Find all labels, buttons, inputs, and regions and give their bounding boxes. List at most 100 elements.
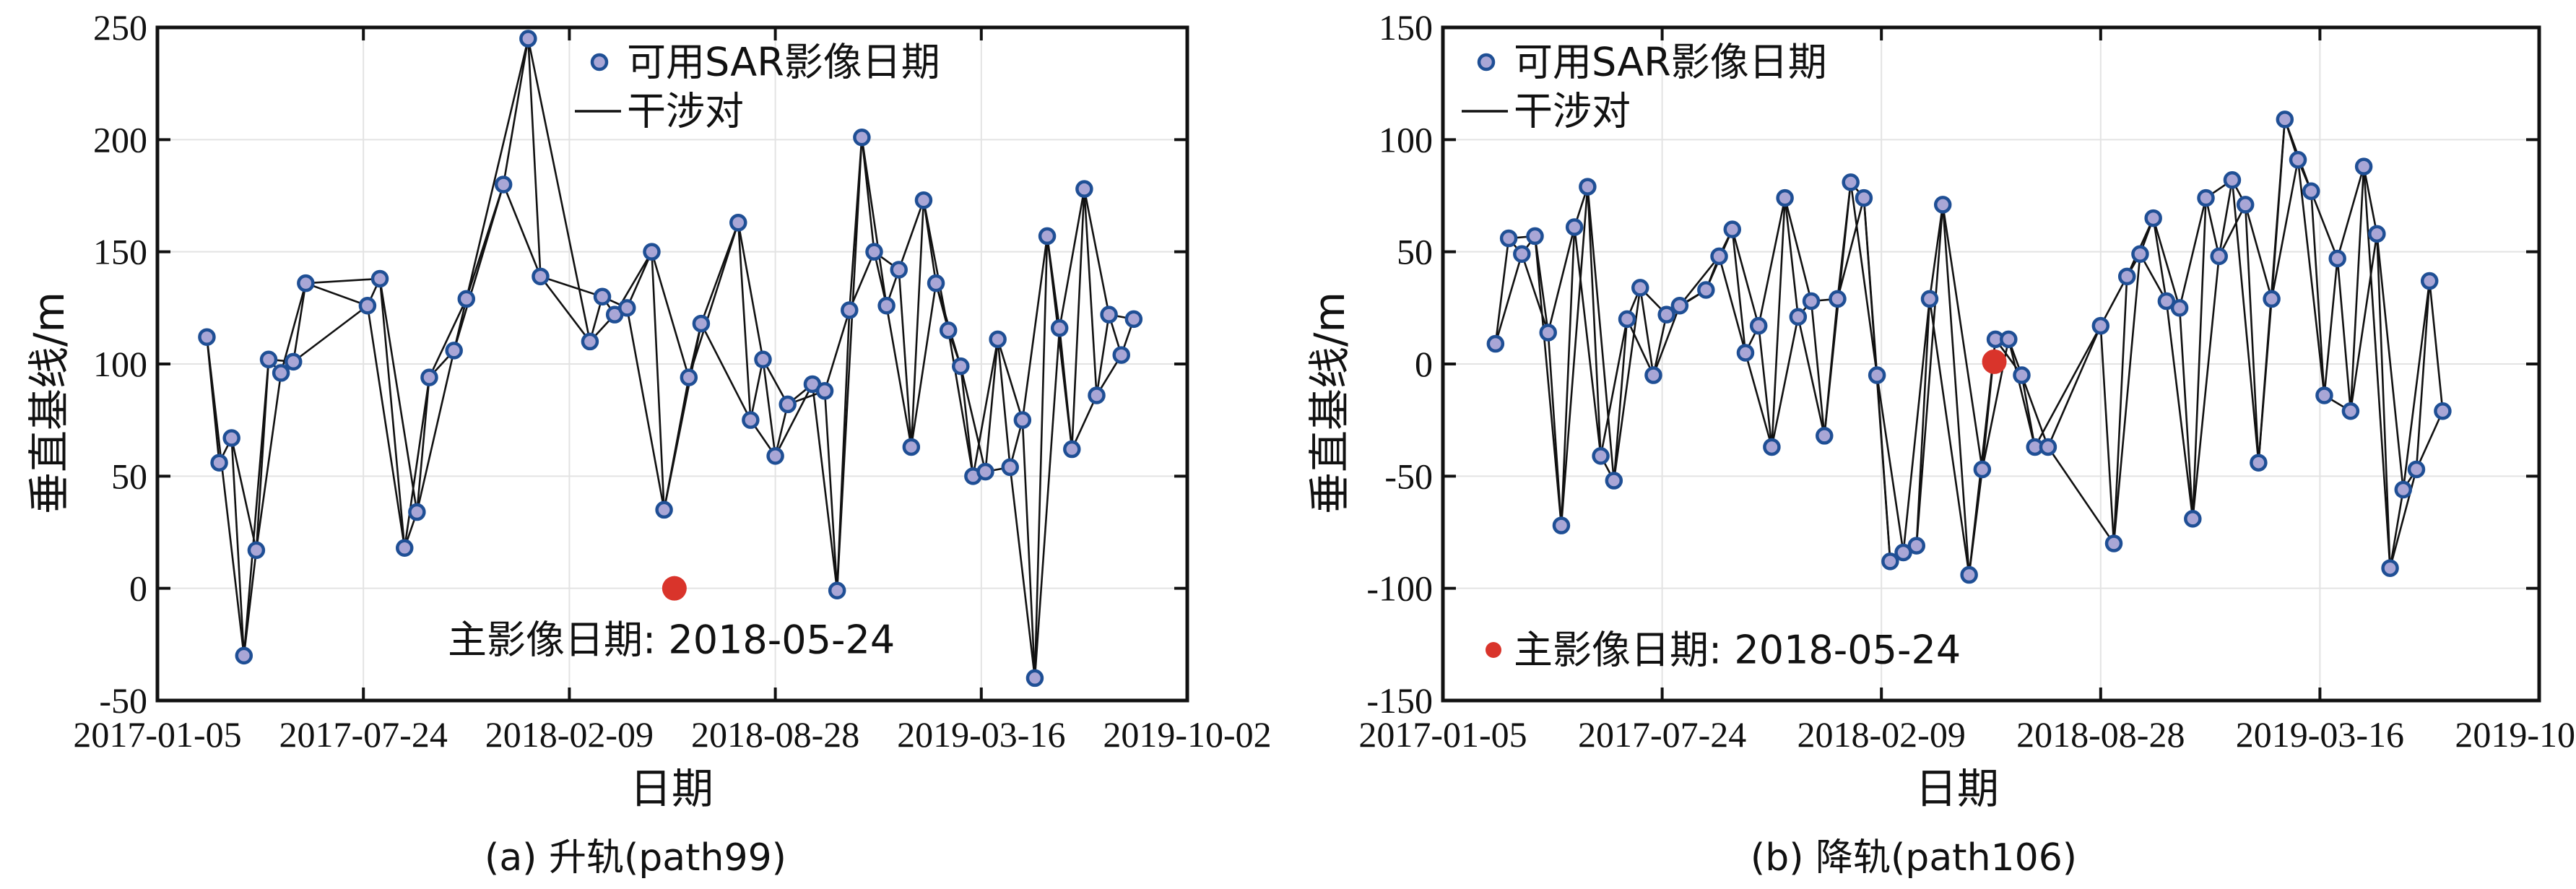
data-point	[1802, 292, 1821, 311]
data-point	[519, 30, 537, 48]
data-point	[754, 350, 772, 369]
pair-line	[1731, 229, 1747, 353]
caption-b: (b) 降轨(path106)	[1751, 836, 2077, 880]
data-point	[655, 500, 673, 519]
data-point	[222, 429, 240, 447]
data-point	[2289, 151, 2307, 169]
pair-line	[1718, 256, 1747, 353]
pair-line	[2099, 326, 2115, 544]
pair-line	[1915, 204, 1944, 546]
pair-line	[2139, 253, 2168, 302]
data-point	[259, 350, 278, 369]
data-point	[1855, 188, 1873, 207]
pair-line	[750, 359, 764, 420]
panel-b: -150 -100 -50 0 50 100 150 2017-01-05 2017-07-24…	[1358, 7, 2576, 755]
pair-line	[305, 277, 381, 285]
pair-line	[1652, 314, 1668, 376]
pair-line	[206, 337, 246, 656]
pair-line	[1941, 204, 1970, 576]
data-point	[618, 299, 636, 317]
data-point	[395, 539, 414, 557]
ytick-label: 100	[1379, 119, 1433, 160]
data-point	[532, 267, 550, 286]
pair-line	[625, 308, 665, 511]
ytick-label: 50	[111, 456, 147, 496]
pair-line	[2310, 191, 2325, 396]
pair-line	[1915, 298, 1931, 546]
pair-line	[885, 305, 913, 448]
data-point	[1050, 319, 1069, 337]
pair-line	[2021, 375, 2050, 448]
master-annotation: 主影像日期: 2018-05-24	[448, 617, 895, 663]
ytick-label: 0	[1415, 344, 1433, 384]
pair-line	[292, 282, 307, 363]
data-point	[1631, 279, 1649, 297]
pair-line	[255, 373, 282, 551]
pair-line	[2415, 280, 2431, 470]
pair-line	[2047, 325, 2102, 448]
data-point	[2013, 366, 2031, 384]
pair-line	[2362, 166, 2378, 235]
data-point	[1088, 386, 1106, 404]
legend-points-label: 可用SAR影像日期	[627, 40, 940, 85]
pair-line	[1587, 186, 1616, 481]
legend-lines-label: 干涉对	[1514, 89, 1631, 134]
ylabel-a: 垂直基线/m	[25, 292, 74, 514]
xtick-label: 2017-01-05	[1358, 714, 1527, 755]
pair-line	[1534, 235, 1563, 526]
data-point	[1868, 366, 1886, 384]
data-point	[1816, 427, 1834, 445]
pair-line	[1560, 186, 1589, 526]
data-point	[2354, 157, 2373, 175]
data-point	[1657, 305, 1675, 324]
data-point	[2210, 247, 2228, 266]
pair-line	[873, 251, 888, 306]
pair-line	[2178, 308, 2194, 519]
pair-line	[1547, 332, 1563, 526]
data-point	[1723, 220, 1742, 238]
pair-line	[1613, 318, 1629, 481]
pair-line	[502, 38, 529, 185]
pair-line	[737, 222, 752, 420]
data-point	[2434, 402, 2452, 420]
master-point	[1982, 349, 2007, 374]
data-point	[2091, 316, 2110, 335]
pair-line	[540, 275, 603, 298]
data-point	[2341, 402, 2360, 420]
data-point	[2157, 292, 2176, 311]
data-point	[284, 352, 303, 371]
pair-line	[737, 222, 764, 360]
pair-line	[465, 184, 505, 300]
pair-line	[1600, 318, 1629, 456]
pair-line	[2112, 276, 2128, 544]
data-point	[742, 411, 760, 429]
xtick-label: 2018-08-28	[691, 714, 859, 755]
pair-line	[651, 251, 690, 378]
pair-line	[2389, 469, 2418, 569]
master-annotation: 主影像日期: 2018-05-24	[1514, 628, 1961, 673]
pair-line	[527, 38, 542, 277]
pair-line	[2271, 119, 2286, 300]
data-point	[939, 321, 958, 339]
pair-line	[2349, 166, 2365, 412]
data-point	[1907, 537, 1926, 555]
pair-line	[2402, 280, 2431, 490]
ytick-label: 200	[93, 119, 147, 160]
pair-line	[416, 377, 430, 513]
pair-line	[1494, 238, 1510, 344]
data-point	[2315, 386, 2333, 404]
pair-line	[2310, 191, 2338, 259]
pair-line	[700, 323, 752, 421]
data-point	[2104, 534, 2123, 552]
data-point	[877, 296, 895, 315]
pair-line	[762, 359, 776, 456]
pair-line	[2178, 197, 2207, 308]
data-point	[1539, 324, 1557, 342]
pair-line	[1626, 318, 1655, 376]
pair-line	[1547, 227, 1576, 333]
xlabel-a: 日期	[630, 764, 714, 813]
pair-line	[1033, 328, 1061, 679]
pair-line	[861, 137, 888, 306]
pair-line	[1521, 253, 1549, 333]
